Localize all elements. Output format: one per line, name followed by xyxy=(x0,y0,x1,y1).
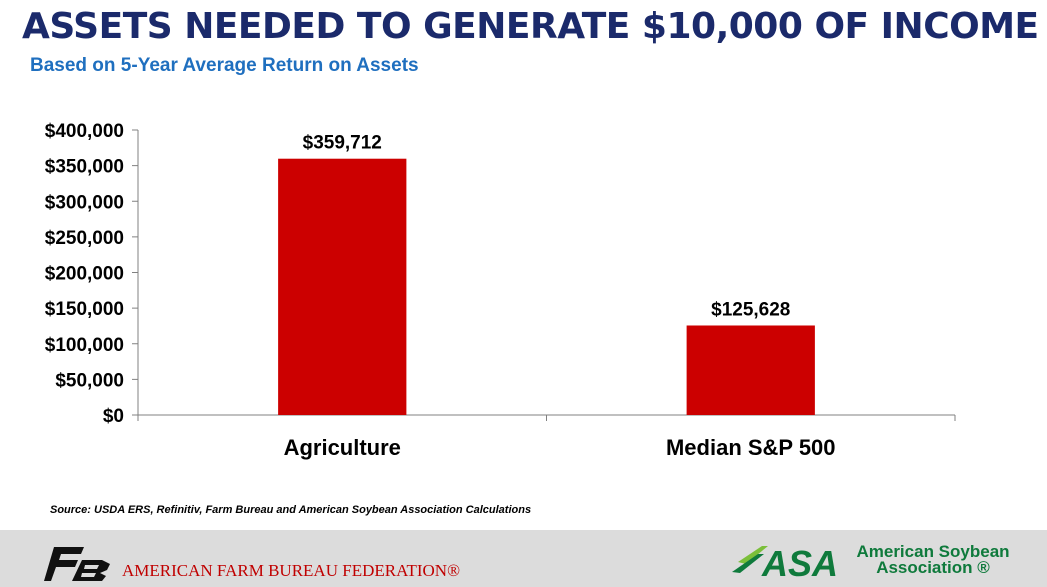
asa-name-line2: Association ® xyxy=(876,558,990,577)
bar xyxy=(686,325,815,415)
y-tick-label: $250,000 xyxy=(45,228,124,249)
farm-bureau-logo-icon xyxy=(44,547,110,581)
farm-bureau-name: AMERICAN FARM BUREAU FEDERATION® xyxy=(122,561,460,580)
asa-mark: ASA xyxy=(761,543,838,580)
y-tick-label: $300,000 xyxy=(45,192,124,213)
asa-name: American Soybean Association ® xyxy=(843,542,1023,577)
bar xyxy=(278,158,407,415)
source-note: Source: USDA ERS, Refinitiv, Farm Bureau… xyxy=(50,504,532,516)
x-category-label: Agriculture xyxy=(284,435,401,460)
y-tick-label: $0 xyxy=(103,406,124,427)
chart-title: ASSETS NEEDED TO GENERATE $10,000 OF INC… xyxy=(22,6,1039,47)
y-tick-label: $400,000 xyxy=(45,121,124,142)
y-tick-label: $100,000 xyxy=(45,335,124,356)
y-tick-label: $50,000 xyxy=(55,370,124,391)
data-label: $125,628 xyxy=(711,299,790,320)
y-tick-label: $150,000 xyxy=(45,299,124,320)
bar-chart: $0 $50,000 $100,000 $150,000 $200,000 $250,00… xyxy=(45,121,956,460)
y-tick-label: $350,000 xyxy=(45,157,124,178)
y-tick-label: $200,000 xyxy=(45,264,124,285)
footer-bar: AMERICAN FARM BUREAU FEDERATION® ASA Ame… xyxy=(0,530,1047,587)
x-category-label: Median S&P 500 xyxy=(666,435,836,460)
data-label: $359,712 xyxy=(303,133,382,154)
chart-subtitle: Based on 5-Year Average Return on Assets xyxy=(30,55,419,76)
asa-name-line1: American Soybean xyxy=(856,542,1010,561)
asa-logo-icon: ASA xyxy=(732,543,838,580)
